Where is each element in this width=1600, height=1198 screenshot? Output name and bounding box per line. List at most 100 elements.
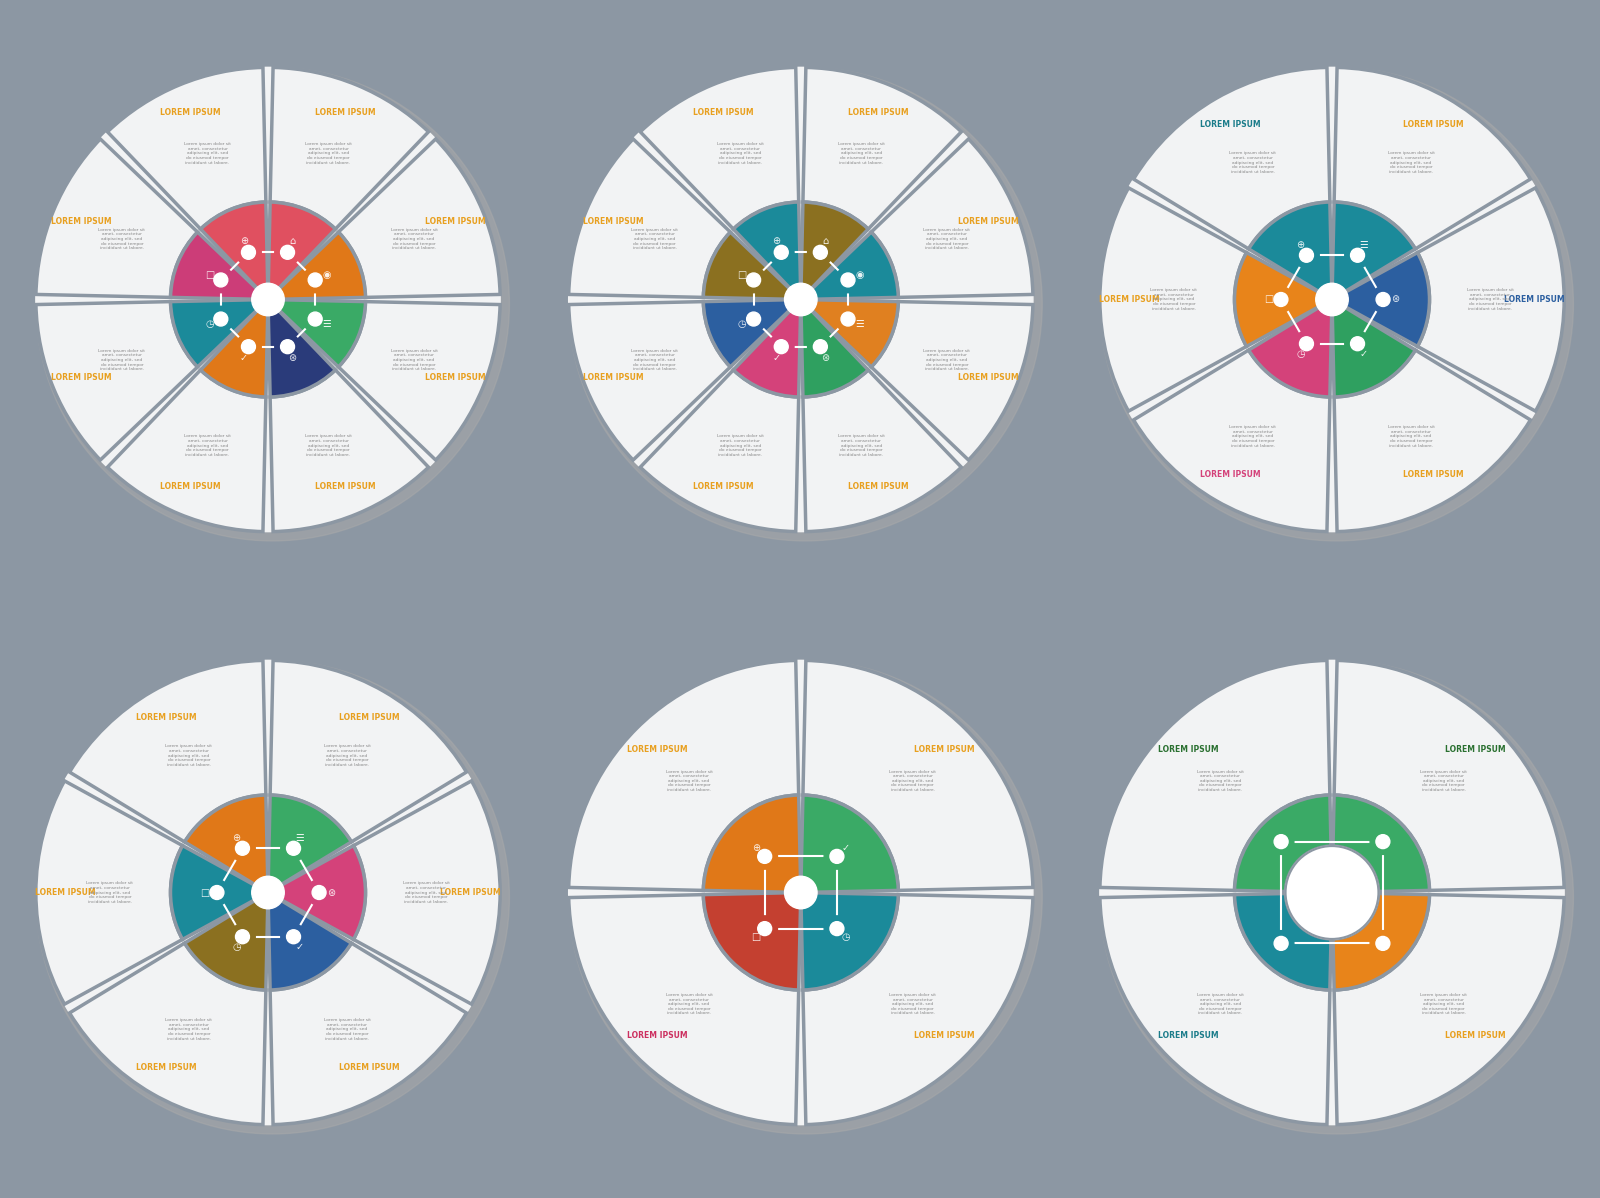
Text: ⊛: ⊛ xyxy=(288,353,296,363)
Circle shape xyxy=(280,835,306,861)
Text: LOREM IPSUM: LOREM IPSUM xyxy=(136,1064,197,1072)
Text: LOREM IPSUM: LOREM IPSUM xyxy=(1158,745,1219,754)
Circle shape xyxy=(1285,846,1379,939)
Text: Lorem ipsum dolor sit
amet, consectetur
adipiscing elit, sed
do eiusmod tempor
i: Lorem ipsum dolor sit amet, consectetur … xyxy=(890,993,936,1016)
Circle shape xyxy=(1099,660,1573,1135)
Circle shape xyxy=(235,930,250,944)
Circle shape xyxy=(302,267,328,292)
Wedge shape xyxy=(1235,253,1331,346)
Wedge shape xyxy=(1331,202,1416,300)
Text: ⊛: ⊛ xyxy=(1392,295,1400,304)
Wedge shape xyxy=(35,781,182,1004)
Text: Lorem ipsum dolor sit
amet, consectetur
adipiscing elit, sed
do eiusmod tempor
i: Lorem ipsum dolor sit amet, consectetur … xyxy=(632,228,678,250)
Text: ⊛: ⊛ xyxy=(328,888,336,897)
Text: Lorem ipsum dolor sit
amet, consectetur
adipiscing elit, sed
do eiusmod tempor
i: Lorem ipsum dolor sit amet, consectetur … xyxy=(165,744,213,767)
Text: Lorem ipsum dolor sit
amet, consectetur
adipiscing elit, sed
do eiusmod tempor
i: Lorem ipsum dolor sit amet, consectetur … xyxy=(323,744,371,767)
Wedge shape xyxy=(704,795,800,893)
Text: ◉: ◉ xyxy=(322,271,331,280)
Circle shape xyxy=(280,924,306,950)
Circle shape xyxy=(1099,660,1565,1125)
Text: Lorem ipsum dolor sit
amet, consectetur
adipiscing elit, sed
do eiusmod tempor
i: Lorem ipsum dolor sit amet, consectetur … xyxy=(306,435,352,456)
Text: Lorem ipsum dolor sit
amet, consectetur
adipiscing elit, sed
do eiusmod tempor
i: Lorem ipsum dolor sit amet, consectetur … xyxy=(1197,993,1243,1016)
Wedge shape xyxy=(184,795,269,893)
Wedge shape xyxy=(800,893,898,990)
Text: Lorem ipsum dolor sit
amet, consectetur
adipiscing elit, sed
do eiusmod tempor
i: Lorem ipsum dolor sit amet, consectetur … xyxy=(1467,289,1514,310)
Text: ◷: ◷ xyxy=(842,932,850,943)
Text: Lorem ipsum dolor sit
amet, consectetur
adipiscing elit, sed
do eiusmod tempor
i: Lorem ipsum dolor sit amet, consectetur … xyxy=(890,769,936,792)
Circle shape xyxy=(286,930,301,944)
Circle shape xyxy=(208,307,234,332)
Text: LOREM IPSUM: LOREM IPSUM xyxy=(693,108,754,117)
Text: □: □ xyxy=(738,271,747,280)
Text: ✓: ✓ xyxy=(842,842,850,853)
Wedge shape xyxy=(1334,895,1565,1125)
Text: Lorem ipsum dolor sit
amet, consectetur
adipiscing elit, sed
do eiusmod tempor
i: Lorem ipsum dolor sit amet, consectetur … xyxy=(99,228,146,250)
Text: □: □ xyxy=(205,271,214,280)
Text: LOREM IPSUM: LOREM IPSUM xyxy=(51,218,112,226)
Text: Lorem ipsum dolor sit
amet, consectetur
adipiscing elit, sed
do eiusmod tempor
i: Lorem ipsum dolor sit amet, consectetur … xyxy=(403,882,450,903)
Text: LOREM IPSUM: LOREM IPSUM xyxy=(136,713,197,721)
Circle shape xyxy=(309,313,322,326)
Text: LOREM IPSUM: LOREM IPSUM xyxy=(339,713,400,721)
Text: ⌂: ⌂ xyxy=(290,236,296,246)
Wedge shape xyxy=(200,300,269,397)
Wedge shape xyxy=(800,795,898,893)
Circle shape xyxy=(208,267,234,292)
Text: Lorem ipsum dolor sit
amet, consectetur
adipiscing elit, sed
do eiusmod tempor
i: Lorem ipsum dolor sit amet, consectetur … xyxy=(1387,151,1435,174)
Circle shape xyxy=(824,915,850,942)
Circle shape xyxy=(1099,67,1573,541)
Wedge shape xyxy=(171,232,269,300)
Circle shape xyxy=(280,340,294,353)
Text: LOREM IPSUM: LOREM IPSUM xyxy=(627,745,688,754)
Wedge shape xyxy=(704,300,800,367)
Text: LOREM IPSUM: LOREM IPSUM xyxy=(424,373,485,381)
Text: □: □ xyxy=(200,888,210,897)
Text: LOREM IPSUM: LOREM IPSUM xyxy=(627,1031,688,1040)
Circle shape xyxy=(808,334,834,359)
Wedge shape xyxy=(568,895,798,1125)
Text: Lorem ipsum dolor sit
amet, consectetur
adipiscing elit, sed
do eiusmod tempor
i: Lorem ipsum dolor sit amet, consectetur … xyxy=(923,349,970,371)
Circle shape xyxy=(741,267,766,292)
Wedge shape xyxy=(35,302,197,460)
Circle shape xyxy=(275,240,301,265)
Wedge shape xyxy=(1099,188,1246,411)
Text: Lorem ipsum dolor sit
amet, consectetur
adipiscing elit, sed
do eiusmod tempor
i: Lorem ipsum dolor sit amet, consectetur … xyxy=(838,143,885,164)
Wedge shape xyxy=(69,660,266,842)
Wedge shape xyxy=(270,943,467,1125)
Wedge shape xyxy=(1418,188,1565,411)
Text: ⌂: ⌂ xyxy=(822,236,829,246)
Wedge shape xyxy=(269,846,365,939)
Text: LOREM IPSUM: LOREM IPSUM xyxy=(914,1031,974,1040)
Wedge shape xyxy=(1334,660,1565,890)
Wedge shape xyxy=(1333,894,1429,990)
Text: LOREM IPSUM: LOREM IPSUM xyxy=(1158,1031,1219,1040)
Text: ◉: ◉ xyxy=(854,271,864,280)
Wedge shape xyxy=(269,893,352,990)
Text: LOREM IPSUM: LOREM IPSUM xyxy=(1403,471,1464,479)
Wedge shape xyxy=(800,202,869,300)
Text: Lorem ipsum dolor sit
amet, consectetur
adipiscing elit, sed
do eiusmod tempor
i: Lorem ipsum dolor sit amet, consectetur … xyxy=(717,435,763,456)
Wedge shape xyxy=(69,943,266,1125)
Text: ✓: ✓ xyxy=(773,353,781,363)
Circle shape xyxy=(230,835,256,861)
Text: LOREM IPSUM: LOREM IPSUM xyxy=(848,108,909,117)
Circle shape xyxy=(242,340,256,353)
Circle shape xyxy=(830,921,843,936)
Circle shape xyxy=(1315,283,1349,316)
Circle shape xyxy=(830,849,843,864)
Circle shape xyxy=(842,273,854,286)
Wedge shape xyxy=(733,202,800,300)
Circle shape xyxy=(813,340,827,353)
Circle shape xyxy=(1370,829,1395,854)
Wedge shape xyxy=(270,370,429,532)
Circle shape xyxy=(768,240,794,265)
Circle shape xyxy=(280,246,294,259)
Wedge shape xyxy=(640,370,798,532)
Circle shape xyxy=(842,313,854,326)
Text: ☰: ☰ xyxy=(296,833,304,842)
Text: LOREM IPSUM: LOREM IPSUM xyxy=(51,373,112,381)
Circle shape xyxy=(758,849,771,864)
Circle shape xyxy=(752,843,778,870)
Circle shape xyxy=(568,67,1034,532)
Circle shape xyxy=(214,313,227,326)
